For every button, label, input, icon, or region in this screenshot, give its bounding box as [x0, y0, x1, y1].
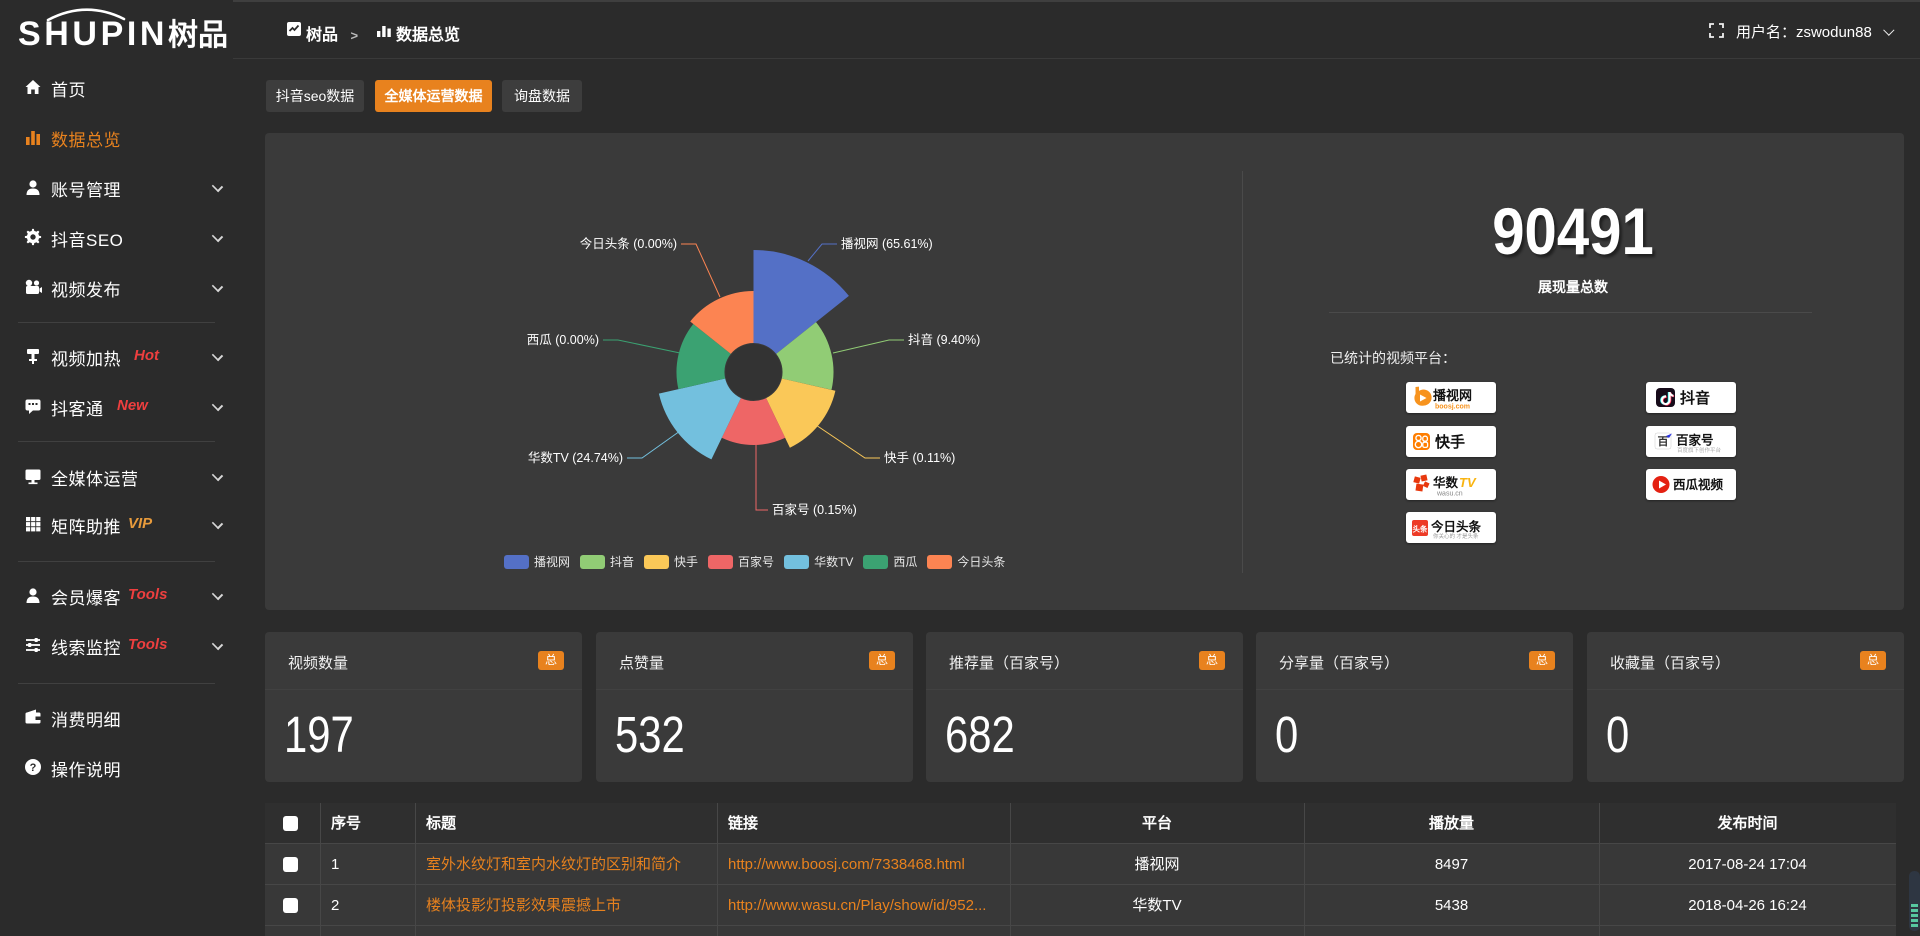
svg-text:快手 (0.11%): 快手 (0.11%) [884, 451, 955, 465]
svg-text:树品: 树品 [168, 19, 228, 51]
svg-text:西瓜视频: 西瓜视频 [1673, 477, 1724, 492]
svg-text:boosj.com: boosj.com [1435, 404, 1470, 411]
svg-text:今日头条: 今日头条 [1430, 519, 1482, 534]
svg-text:播视网: 播视网 [1433, 388, 1472, 403]
svg-text:今日头条 (0.00%): 今日头条 (0.00%) [580, 236, 677, 251]
svg-text:?: ? [30, 762, 37, 774]
svg-text:SHUPIN: SHUPIN [18, 15, 168, 51]
svg-text:抖音: 抖音 [1680, 389, 1710, 407]
svg-text:华数TV (24.74%): 华数TV (24.74%) [528, 450, 623, 465]
svg-text:百: 百 [1658, 435, 1669, 448]
svg-text:百家号: 百家号 [1676, 433, 1714, 448]
svg-text:头条: 头条 [1413, 524, 1429, 534]
svg-text:华数: 华数 [1433, 475, 1459, 490]
svg-text:抖音 (9.40%): 抖音 (9.40%) [908, 332, 980, 347]
svg-text:你关心的 才是头条: 你关心的 才是头条 [1433, 532, 1479, 540]
svg-text:百度旗下创作平台: 百度旗下创作平台 [1677, 446, 1722, 454]
svg-text:播视网 (65.61%): 播视网 (65.61%) [841, 236, 933, 251]
svg-text:wasu.cn: wasu.cn [1436, 491, 1463, 498]
svg-text:快手: 快手 [1435, 433, 1465, 451]
svg-text:TV: TV [1459, 475, 1477, 490]
svg-text:西瓜 (0.00%): 西瓜 (0.00%) [527, 333, 599, 347]
svg-text:百家号 (0.15%): 百家号 (0.15%) [772, 502, 857, 517]
